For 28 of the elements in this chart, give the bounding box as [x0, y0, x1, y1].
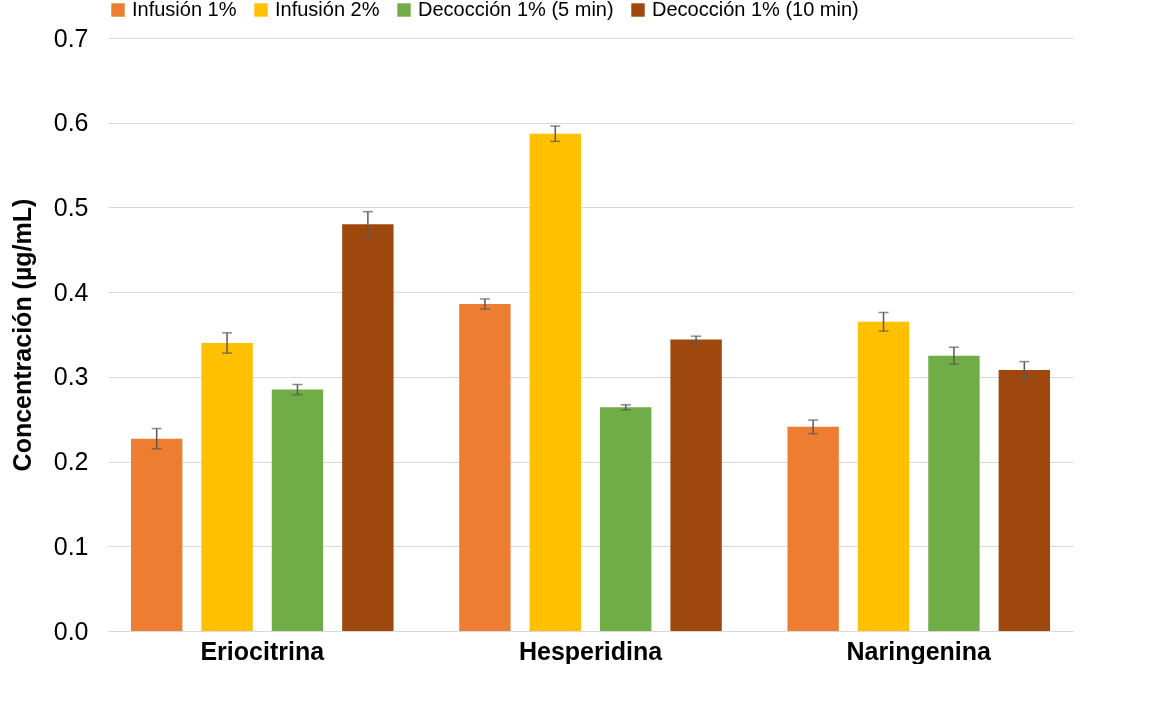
bar: [857, 321, 910, 631]
y-tick-label: 0.6: [53, 108, 89, 137]
x-tick-label: Hesperidina: [518, 636, 664, 665]
bar: [787, 426, 839, 631]
y-tick-label: 0.1: [53, 531, 89, 560]
bar: [271, 389, 324, 631]
bar: [130, 438, 183, 631]
legend-label: Infusión 2%: [275, 0, 380, 20]
y-tick-label: 0.7: [53, 23, 89, 52]
y-tick-label: 0.2: [53, 447, 89, 476]
bar: [928, 355, 980, 631]
bar: [201, 342, 253, 631]
y-tick-label: 0.3: [53, 362, 89, 391]
bar: [342, 224, 394, 631]
y-tick-label: 0.0: [53, 616, 89, 645]
legend-label: Decocción 1% (10 min): [652, 0, 859, 20]
bar: [529, 133, 581, 631]
y-tick-label: 0.5: [53, 192, 89, 221]
x-tick-label: Eriocitrina: [200, 636, 326, 665]
bar: [670, 339, 722, 631]
bar: [600, 407, 652, 631]
y-tick-label: 0.4: [53, 277, 89, 306]
bar: [998, 370, 1051, 631]
x-tick-label: Naringenina: [846, 636, 993, 665]
legend-label: Decocción 1% (5 min): [418, 0, 614, 20]
legend-label: Infusión 1%: [132, 0, 237, 20]
y-axis-title: Concentración (µg/mL): [7, 198, 36, 472]
bar: [459, 304, 511, 631]
